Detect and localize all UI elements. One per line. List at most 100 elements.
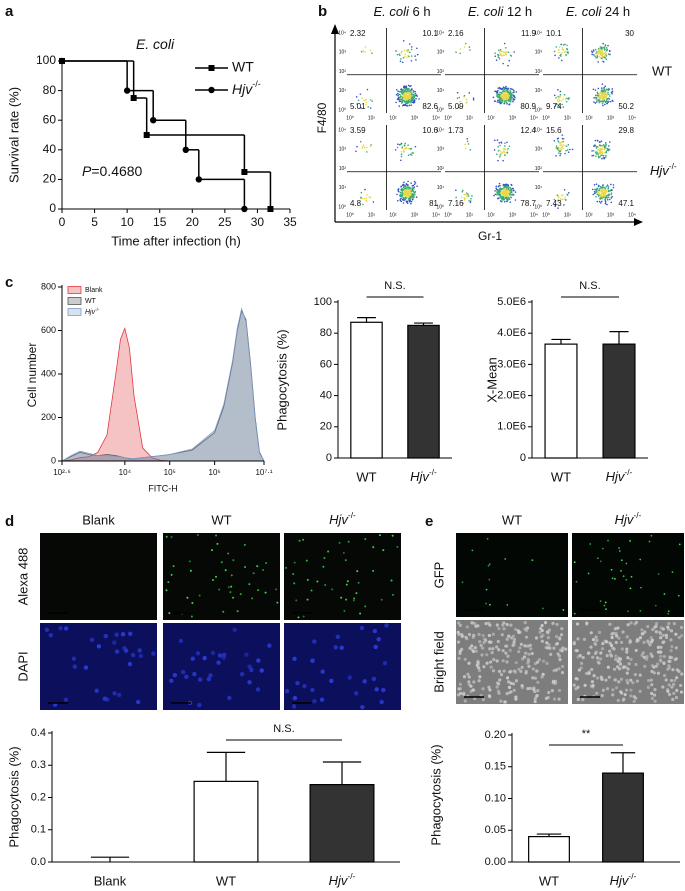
cell <box>128 631 133 636</box>
cell <box>48 632 54 638</box>
event-dot <box>560 53 562 56</box>
cell <box>478 639 482 644</box>
significance-label: N.S. <box>384 280 405 292</box>
cell <box>487 685 491 689</box>
event-dot <box>400 153 403 155</box>
micrograph <box>284 533 401 620</box>
marker <box>241 205 248 213</box>
event-dot <box>509 186 511 189</box>
event-dot <box>606 196 609 199</box>
event-dot <box>409 193 412 196</box>
cell <box>654 604 657 607</box>
column-header: E. coli 24 h <box>566 4 630 19</box>
event-dot <box>603 47 606 49</box>
event-dot <box>496 139 499 141</box>
event-dot <box>466 140 469 143</box>
event-dot <box>404 88 406 90</box>
text-part: Hjv <box>610 873 630 888</box>
cell <box>587 651 591 655</box>
bar <box>193 780 259 863</box>
axis-tick-label: 10⁴ <box>436 30 444 36</box>
cell <box>589 645 593 649</box>
cell <box>536 689 540 693</box>
micrograph <box>163 623 280 710</box>
text-part: -/- <box>633 510 641 520</box>
cell <box>505 637 509 641</box>
cell <box>576 685 580 689</box>
event-dot <box>497 197 499 200</box>
cell <box>356 570 359 573</box>
quadrant-value: 1.73 <box>448 126 464 135</box>
cell <box>607 675 611 679</box>
axis-tick-label: 10² <box>487 212 495 218</box>
bar <box>528 835 570 863</box>
cell <box>560 664 565 669</box>
cell <box>609 643 614 647</box>
cell <box>605 687 610 691</box>
quadrant-value: 10.1 <box>422 29 438 38</box>
event-dot <box>496 188 498 191</box>
event-dot <box>416 53 419 56</box>
cell <box>675 676 679 680</box>
event-dot <box>603 194 605 197</box>
cell <box>505 623 509 627</box>
event-dot <box>410 202 412 205</box>
cell <box>562 609 565 611</box>
event-dot <box>400 191 402 194</box>
event-dot <box>506 149 509 151</box>
cell <box>506 654 510 658</box>
event-dot <box>455 51 457 53</box>
cell <box>462 692 466 696</box>
event-dot <box>562 140 564 143</box>
axis-tick-label: 10² <box>339 69 347 75</box>
x-tick-label: 5 <box>91 215 98 229</box>
event-dot <box>608 88 610 90</box>
event-dot <box>594 94 597 97</box>
event-dot <box>467 195 470 197</box>
event-dot <box>361 147 364 149</box>
event-dot <box>498 51 501 54</box>
axis-tick-label: 10¹ <box>564 212 572 218</box>
micrograph <box>572 533 684 617</box>
event-dot <box>468 46 471 48</box>
cell <box>611 577 614 580</box>
event-dot <box>505 97 507 99</box>
event-dot <box>557 95 560 98</box>
event-dot <box>593 183 596 186</box>
event-dot <box>466 137 468 140</box>
event-dot <box>463 94 466 97</box>
axis-tick-label: 10² <box>389 115 397 121</box>
y-tick-label: 0 <box>49 201 56 215</box>
event-dot <box>608 53 611 56</box>
cell <box>481 698 485 702</box>
quadrant-value: 10.1 <box>546 29 562 38</box>
event-dot <box>600 51 602 54</box>
event-dot <box>458 96 461 99</box>
y-tick-label: 20 <box>43 172 57 186</box>
event-dot <box>410 55 413 57</box>
event-dot <box>507 184 510 187</box>
axis-tick-label: 10¹ <box>535 88 543 94</box>
event-dot <box>463 193 466 196</box>
event-dot <box>467 193 469 195</box>
cell <box>63 697 69 702</box>
text-part: Hjv <box>615 512 635 527</box>
event-dot <box>415 97 417 100</box>
event-dot <box>405 104 408 107</box>
cell <box>310 589 313 592</box>
event-dot <box>604 193 606 196</box>
cell <box>292 656 297 662</box>
x-tick-label: Hjv-/- <box>606 467 633 484</box>
event-dot <box>565 149 567 152</box>
cell <box>461 581 464 584</box>
cell <box>552 646 556 650</box>
event-dot <box>502 86 505 88</box>
cell <box>625 562 628 565</box>
cell <box>669 678 674 683</box>
cell <box>487 621 491 625</box>
cell <box>654 621 659 626</box>
event-dot <box>553 140 556 142</box>
event-dot <box>495 153 498 155</box>
legend-label: WT <box>85 298 97 305</box>
cell <box>667 683 671 687</box>
